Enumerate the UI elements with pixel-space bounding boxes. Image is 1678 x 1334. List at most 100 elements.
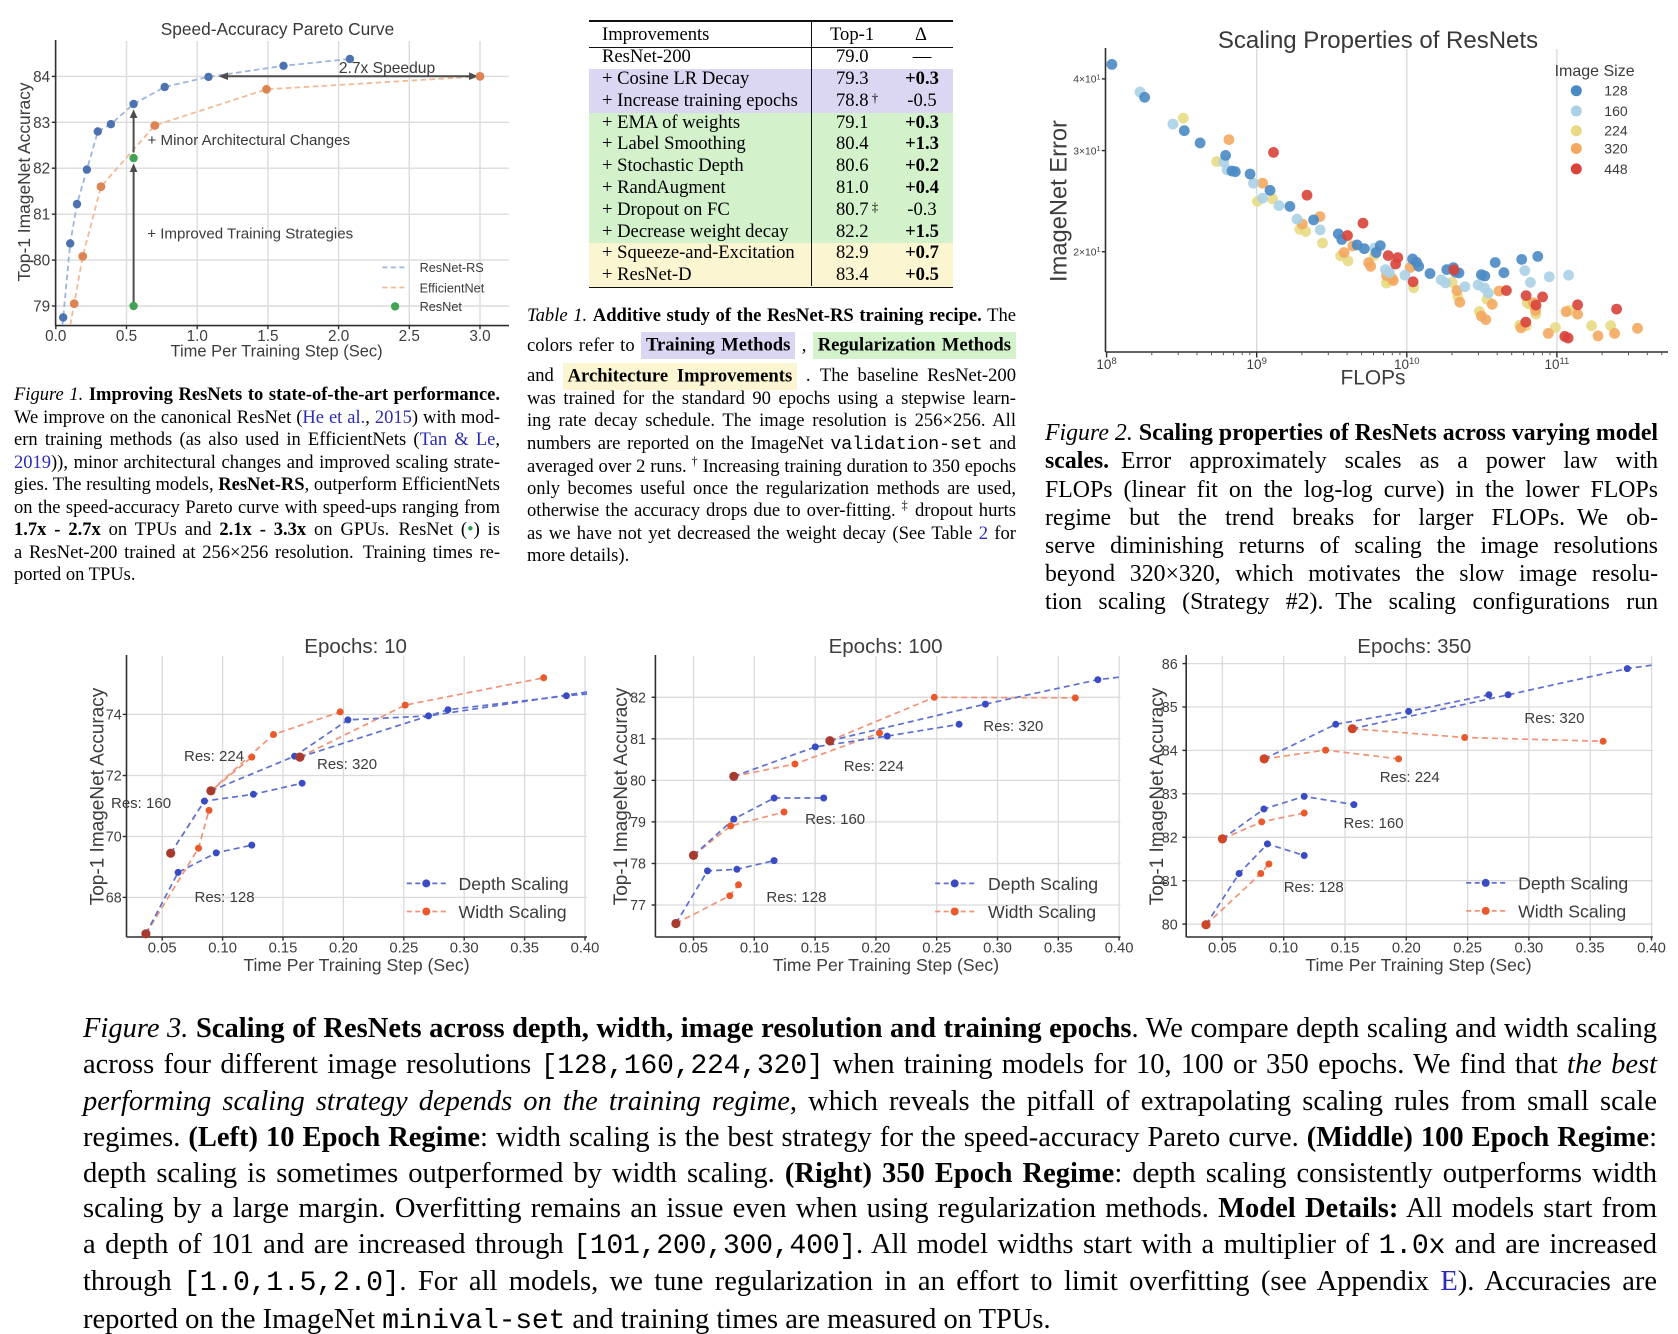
svg-text:108: 108: [1096, 356, 1116, 372]
svg-text:Res: 128: Res: 128: [1284, 879, 1344, 896]
svg-text:Time Per Training Step (Sec): Time Per Training Step (Sec): [243, 955, 469, 975]
svg-text:2.5: 2.5: [399, 328, 420, 345]
svg-text:79: 79: [33, 299, 50, 316]
svg-text:81: 81: [1162, 874, 1178, 890]
svg-text:+ Minor Architectural Changes: + Minor Architectural Changes: [148, 132, 351, 149]
svg-text:Res: 320: Res: 320: [983, 718, 1043, 735]
svg-text:0.40: 0.40: [1105, 941, 1134, 957]
svg-text:Top-1 ImageNet Accuracy: Top-1 ImageNet Accuracy: [88, 687, 109, 905]
svg-text:+ Improved Training Strategies: + Improved Training Strategies: [147, 226, 353, 243]
svg-text:Width Scaling: Width Scaling: [459, 902, 567, 922]
svg-text:0.10: 0.10: [740, 941, 769, 957]
svg-text:82: 82: [1162, 831, 1178, 847]
svg-text:0.05: 0.05: [679, 941, 708, 957]
svg-text:1.0: 1.0: [187, 328, 208, 345]
svg-text:ResNet: ResNet: [420, 300, 463, 314]
svg-text:0.05: 0.05: [148, 941, 177, 957]
svg-text:78: 78: [630, 857, 646, 873]
svg-text:Image Size: Image Size: [1555, 63, 1635, 80]
svg-text:2.7x Speedup: 2.7x Speedup: [339, 60, 436, 77]
svg-text:0.10: 0.10: [208, 941, 237, 957]
svg-text:0.30: 0.30: [450, 941, 479, 957]
svg-text:82: 82: [33, 161, 50, 178]
svg-text:0.20: 0.20: [329, 941, 358, 957]
svg-text:0.40: 0.40: [1637, 941, 1666, 957]
svg-text:81: 81: [630, 732, 646, 748]
svg-text:70: 70: [106, 830, 122, 846]
svg-text:Time Per Training Step (Sec): Time Per Training Step (Sec): [171, 342, 383, 360]
svg-text:Res: 128: Res: 128: [195, 889, 255, 906]
svg-text:Res: 128: Res: 128: [766, 889, 826, 906]
svg-text:FLOPs: FLOPs: [1340, 367, 1405, 390]
svg-text:Width Scaling: Width Scaling: [988, 902, 1096, 922]
svg-text:0.15: 0.15: [1331, 941, 1360, 957]
svg-text:Epochs: 10: Epochs: 10: [304, 635, 407, 658]
svg-text:86: 86: [1162, 657, 1178, 673]
svg-text:Res: 160: Res: 160: [1344, 815, 1404, 832]
svg-text:Time Per Training Step (Sec): Time Per Training Step (Sec): [773, 955, 999, 975]
svg-text:1.5: 1.5: [257, 328, 278, 345]
svg-text:Depth Scaling: Depth Scaling: [1518, 873, 1628, 893]
svg-text:Depth Scaling: Depth Scaling: [459, 874, 569, 894]
svg-text:Width Scaling: Width Scaling: [1518, 901, 1626, 921]
svg-text:Res: 224: Res: 224: [844, 758, 904, 775]
svg-text:160: 160: [1604, 103, 1628, 119]
svg-text:448: 448: [1604, 161, 1628, 177]
svg-text:Epochs: 350: Epochs: 350: [1357, 635, 1471, 658]
svg-text:0.30: 0.30: [983, 941, 1012, 957]
svg-text:Scaling Properties of ResNets: Scaling Properties of ResNets: [1218, 27, 1538, 54]
svg-text:84: 84: [1162, 744, 1178, 760]
svg-text:Top-1 ImageNet Accuracy: Top-1 ImageNet Accuracy: [14, 82, 34, 281]
svg-text:0.15: 0.15: [269, 941, 298, 957]
svg-text:85: 85: [1162, 700, 1178, 716]
svg-text:Top-1 ImageNet Accuracy: Top-1 ImageNet Accuracy: [611, 687, 632, 905]
svg-text:3.0: 3.0: [469, 328, 490, 345]
svg-text:Top-1 ImageNet Accuracy: Top-1 ImageNet Accuracy: [1147, 687, 1168, 905]
svg-text:0.20: 0.20: [1392, 941, 1421, 957]
svg-text:0.5: 0.5: [116, 328, 137, 345]
svg-text:2.0: 2.0: [328, 328, 349, 345]
svg-text:0.05: 0.05: [1208, 941, 1237, 957]
svg-text:0.35: 0.35: [1044, 941, 1073, 957]
svg-text:0.30: 0.30: [1514, 941, 1543, 957]
svg-text:Time Per Training Step (Sec): Time Per Training Step (Sec): [1305, 955, 1531, 975]
svg-text:ResNet-RS: ResNet-RS: [420, 261, 484, 275]
svg-text:0.10: 0.10: [1269, 941, 1298, 957]
svg-text:72: 72: [106, 769, 122, 785]
svg-text:80: 80: [630, 774, 646, 790]
svg-text:224: 224: [1604, 123, 1628, 139]
svg-text:0.25: 0.25: [922, 941, 951, 957]
svg-text:0.35: 0.35: [510, 941, 539, 957]
svg-text:0.0: 0.0: [45, 328, 66, 345]
svg-text:ImageNet Error: ImageNet Error: [1047, 120, 1073, 282]
svg-text:1011: 1011: [1544, 356, 1569, 372]
svg-text:80: 80: [1162, 917, 1178, 933]
svg-text:0.25: 0.25: [389, 941, 418, 957]
svg-text:Res: 320: Res: 320: [317, 756, 377, 773]
svg-text:82: 82: [630, 691, 646, 707]
svg-text:0.40: 0.40: [571, 941, 600, 957]
svg-text:84: 84: [33, 69, 51, 86]
svg-text:77: 77: [630, 898, 646, 914]
svg-text:81: 81: [33, 207, 50, 224]
svg-text:109: 109: [1247, 356, 1267, 372]
svg-text:0.25: 0.25: [1453, 941, 1482, 957]
svg-text:74: 74: [106, 708, 122, 724]
svg-text:4×101: 4×101: [1073, 72, 1100, 85]
svg-text:80: 80: [33, 253, 50, 270]
svg-text:Res: 224: Res: 224: [184, 748, 244, 765]
svg-text:3×101: 3×101: [1073, 144, 1100, 157]
svg-text:Res: 160: Res: 160: [111, 795, 171, 812]
svg-text:2×101: 2×101: [1073, 245, 1100, 258]
svg-text:EfficientNet: EfficientNet: [420, 281, 485, 295]
svg-text:Depth Scaling: Depth Scaling: [988, 874, 1098, 894]
svg-text:79: 79: [630, 815, 646, 831]
svg-text:Speed-Accuracy Pareto Curve: Speed-Accuracy Pareto Curve: [161, 19, 394, 39]
svg-text:68: 68: [106, 891, 122, 907]
svg-text:83: 83: [33, 115, 50, 132]
svg-text:83: 83: [1162, 787, 1178, 803]
svg-text:0.35: 0.35: [1576, 941, 1605, 957]
svg-text:320: 320: [1604, 141, 1628, 157]
svg-text:0.20: 0.20: [861, 941, 890, 957]
svg-text:Epochs: 100: Epochs: 100: [829, 635, 943, 658]
